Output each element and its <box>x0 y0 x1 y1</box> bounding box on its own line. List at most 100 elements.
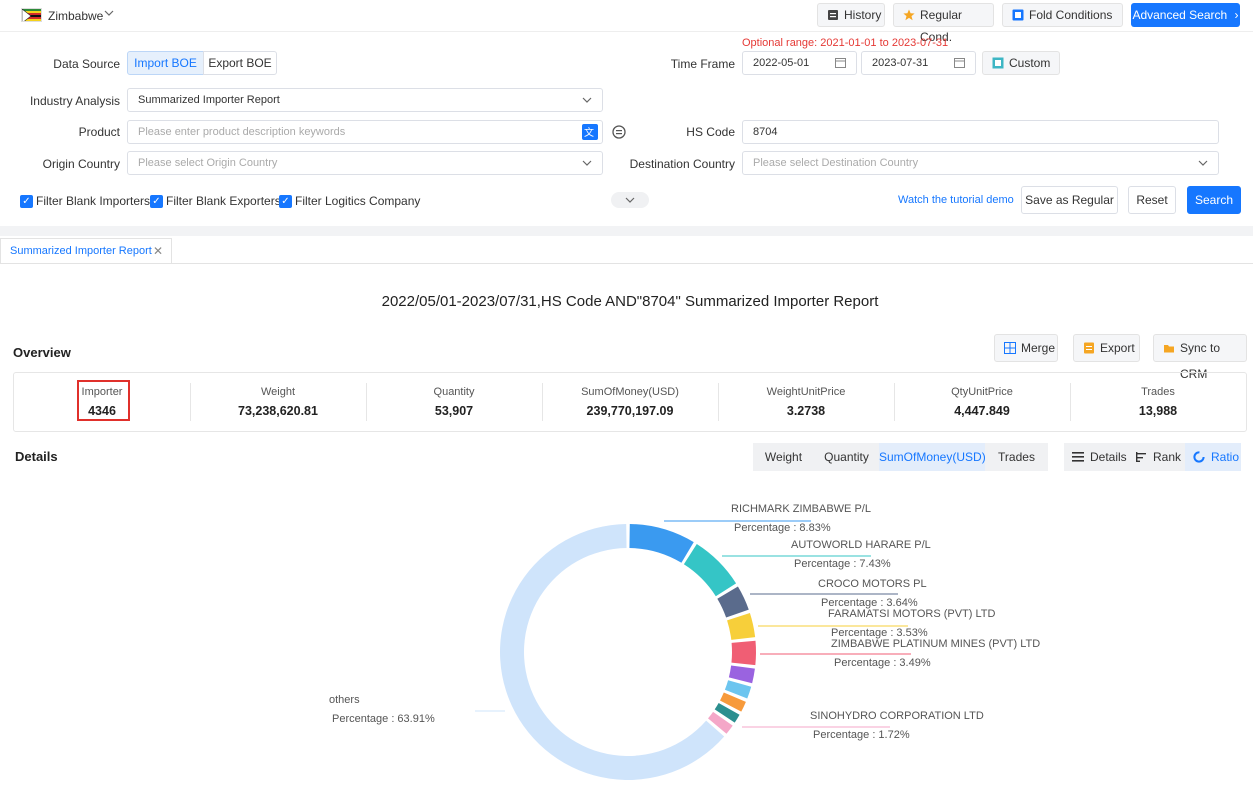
calendar-icon <box>954 52 965 76</box>
pie-label: others Percentage : 63.91% <box>329 694 435 725</box>
donut-slice-sinohydro-corporation-ltd[interactable] <box>708 711 733 734</box>
origin-country-select[interactable]: Please select Origin Country <box>127 151 603 175</box>
pie-label-percentage: Percentage : 7.43% <box>794 558 891 570</box>
stat-value: 239,770,197.09 <box>586 404 674 418</box>
stat-label: Trades <box>1141 386 1175 398</box>
pie-label-percentage: Percentage : 63.91% <box>332 713 435 725</box>
stat-separator <box>190 383 191 421</box>
custom-button[interactable]: Custom <box>982 51 1060 75</box>
pie-label-name: CROCO MOTORS PL <box>818 578 927 590</box>
product-label: Product <box>78 125 120 139</box>
date-from-field[interactable]: 2022-05-01 <box>742 51 857 75</box>
details-heading: Details <box>15 449 58 464</box>
ai-assist-icon[interactable] <box>612 125 626 139</box>
history-button[interactable]: History <box>817 3 885 27</box>
chevron-down-icon <box>1198 152 1208 176</box>
pie-label-percentage: Percentage : 3.53% <box>831 627 928 639</box>
donut-slice-zimbabwe-platinum-mines-pvt-ltd[interactable] <box>731 640 756 666</box>
translate-icon[interactable]: 文 <box>582 124 598 140</box>
stat-value: 4,447.849 <box>954 404 1010 418</box>
tutorial-link[interactable]: Watch the tutorial demo <box>898 194 1014 206</box>
stat-label: Quantity <box>433 386 475 398</box>
product-input[interactable]: Please enter product description keyword… <box>127 120 603 144</box>
list-icon <box>1072 452 1084 462</box>
filter-logistics-checkbox[interactable]: ✓ Filter Logitics Company <box>279 195 420 208</box>
pie-label: SINOHYDRO CORPORATION LTD Percentage : 1.… <box>810 710 984 741</box>
export-boe-tab[interactable]: Export BOE <box>203 51 277 75</box>
merge-button[interactable]: Merge <box>994 334 1058 362</box>
donut-slice-croco-motors-pl[interactable] <box>717 586 749 618</box>
pie-label-name: AUTOWORLD HARARE P/L <box>791 539 931 551</box>
stat-2: Quantity 53,907 <box>366 373 542 431</box>
donut-slice-autoworld-harare-p-l[interactable] <box>683 544 737 597</box>
calendar-icon <box>835 52 846 76</box>
chevron-down-icon <box>625 197 635 203</box>
tab-sumofmoney[interactable]: SumOfMoney(USD) <box>879 443 986 471</box>
importer-highlight-box <box>77 380 130 421</box>
tab-details-view[interactable]: Details <box>1064 443 1127 471</box>
tab-weight[interactable]: Weight <box>753 443 814 471</box>
pie-label: FARAMATSI MOTORS (PVT) LTD Percentage : 3… <box>828 608 995 639</box>
pie-label-name: FARAMATSI MOTORS (PVT) LTD <box>828 608 996 620</box>
donut-slice-8[interactable] <box>714 703 740 723</box>
chevron-down-icon[interactable] <box>104 8 114 21</box>
donut-slice-5[interactable] <box>728 665 755 684</box>
donut-slice-faramatsi-motors-pvt-ltd[interactable] <box>727 613 756 640</box>
date-to-field[interactable]: 2023-07-31 <box>861 51 976 75</box>
industry-analysis-select[interactable]: Summarized Importer Report <box>127 88 603 112</box>
rank-icon <box>1136 452 1146 462</box>
sync-icon <box>1164 345 1174 353</box>
hs-code-input[interactable]: 8704 <box>742 120 1219 144</box>
sync-to-crm-button[interactable]: Sync to CRM <box>1153 334 1247 381</box>
tab-trades[interactable]: Trades <box>985 443 1048 471</box>
reset-button[interactable]: Reset <box>1128 186 1176 214</box>
stat-value: 3.2738 <box>786 404 826 418</box>
tab-underline <box>0 263 1253 264</box>
donut-slice-richmark-zimbabwe-p-l[interactable] <box>629 524 694 563</box>
chevron-down-icon <box>582 89 592 113</box>
merge-icon <box>1004 342 1016 354</box>
zimbabwe-flag-icon <box>21 8 42 22</box>
pie-label: ZIMBABWE PLATINUM MINES (PVT) LTD Percent… <box>831 638 1040 669</box>
donut-slice-others[interactable] <box>499 524 725 780</box>
report-title: 2022/05/01-2023/07/31,HS Code AND"8704" … <box>381 293 879 310</box>
pie-label-name: SINOHYDRO CORPORATION LTD <box>810 710 984 722</box>
fold-conditions-button[interactable]: Fold Conditions <box>1002 3 1123 27</box>
tab-ratio-view[interactable]: Ratio <box>1185 443 1241 471</box>
checkmark-icon: ✓ <box>279 195 292 208</box>
donut-slice-7[interactable] <box>720 692 746 712</box>
stat-4: WeightUnitPrice 3.2738 <box>718 373 894 431</box>
export-button[interactable]: Export <box>1073 334 1140 362</box>
overview-stats: Importer 4346 Weight 73,238,620.81 Quantity 5… <box>13 372 1247 432</box>
import-boe-tab[interactable]: Import BOE <box>127 51 204 75</box>
time-frame-label: Time Frame <box>670 57 735 71</box>
tab-summarized-importer-report[interactable]: Summarized Importer Report ✕ <box>0 238 172 264</box>
pie-label-name: others <box>329 694 360 706</box>
filter-blank-importers-checkbox[interactable]: ✓ Filter Blank Importers <box>20 195 150 208</box>
industry-analysis-label: Industry Analysis <box>29 94 120 108</box>
save-as-regular-button[interactable]: Save as Regular <box>1021 186 1118 214</box>
tab-rank-view[interactable]: Rank <box>1127 443 1185 471</box>
stat-separator <box>718 383 719 421</box>
destination-country-select[interactable]: Please select Destination Country <box>742 151 1219 175</box>
expand-toggle[interactable] <box>611 192 649 208</box>
country-selector[interactable]: Zimbabwe <box>48 9 104 23</box>
donut-slice-6[interactable] <box>724 680 752 699</box>
pie-label: CROCO MOTORS PL Percentage : 3.64% <box>818 578 927 609</box>
tab-quantity[interactable]: Quantity <box>814 443 879 471</box>
stat-separator <box>1070 383 1071 421</box>
regular-cond-button[interactable]: Regular Cond. <box>893 3 994 44</box>
svg-text:文: 文 <box>584 126 594 139</box>
advanced-search-button[interactable]: Advanced Search › <box>1131 3 1240 27</box>
pie-label-percentage: Percentage : 1.72% <box>813 729 910 741</box>
search-button[interactable]: Search <box>1187 186 1241 214</box>
stat-5: QtyUnitPrice 4,447.849 <box>894 373 1070 431</box>
data-source-label: Data Source <box>53 57 120 71</box>
pie-label-name: RICHMARK ZIMBABWE P/L <box>731 503 871 515</box>
chevron-right-icon: › <box>1234 8 1239 22</box>
filter-blank-exporters-checkbox[interactable]: ✓ Filter Blank Exporters <box>150 195 281 208</box>
pie-label-name: ZIMBABWE PLATINUM MINES (PVT) LTD <box>831 638 1041 650</box>
stat-label: SumOfMoney(USD) <box>581 386 679 398</box>
stat-value: 13,988 <box>1138 404 1178 418</box>
close-icon[interactable]: ✕ <box>152 244 163 258</box>
